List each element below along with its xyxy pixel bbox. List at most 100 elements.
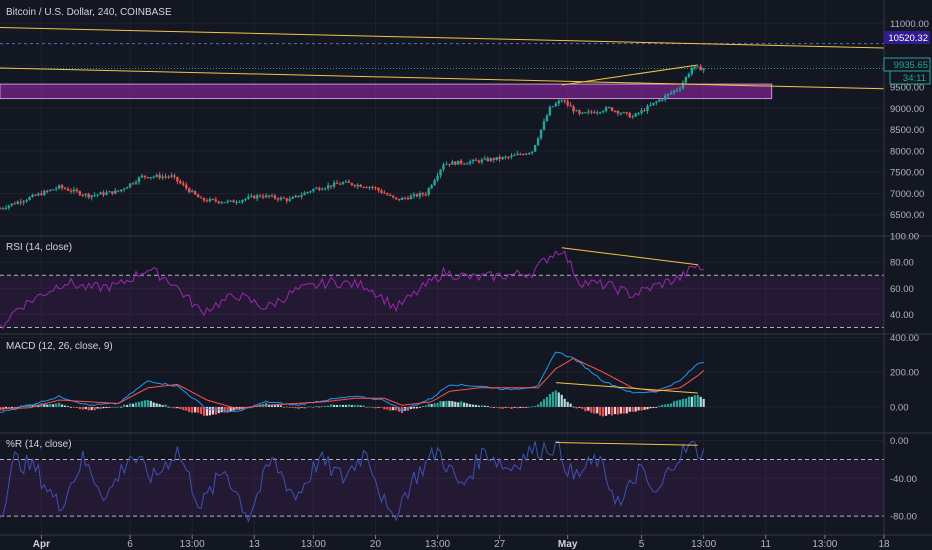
candle-body [0, 208, 2, 210]
macd-histogram-bar [699, 396, 702, 407]
x-tick-label: 13 [249, 539, 261, 550]
candle-body [188, 188, 191, 193]
macd-histogram-bar [655, 406, 658, 408]
macd-histogram-bar [318, 406, 321, 408]
candle-body [190, 190, 194, 193]
macd-trendline [555, 382, 698, 394]
macd-histogram-bar [291, 406, 294, 408]
candle-body [282, 197, 286, 199]
candle-body [551, 106, 555, 108]
candle-body [368, 186, 371, 188]
candle-body [300, 195, 303, 197]
candle-body [211, 198, 215, 200]
candle-body [519, 153, 522, 155]
candle-body [167, 176, 170, 178]
macd-histogram-bar [507, 406, 510, 408]
macd-histogram-bar [501, 406, 504, 409]
candle-body [471, 159, 475, 162]
macd-histogram-bar [81, 406, 84, 410]
macd-histogram-bar [276, 405, 280, 407]
macd-histogram-bar [536, 404, 540, 407]
candle-body [31, 194, 34, 198]
candle-body [329, 185, 333, 187]
macd-histogram-bar [131, 403, 135, 407]
candle-body [149, 177, 152, 179]
candle-body [596, 112, 599, 114]
macd-histogram-bar [356, 404, 359, 407]
macd-histogram-bar [194, 406, 197, 413]
candle-body [584, 112, 587, 114]
macd-histogram-bar [111, 406, 114, 408]
candle-body [131, 183, 135, 185]
candle-body [501, 157, 504, 160]
last-price-label: 9935.65 [894, 60, 928, 71]
candle-body [631, 116, 634, 118]
candle-body [646, 105, 649, 111]
candle-body [658, 99, 661, 102]
willr-y-tick-label: -80.00 [890, 512, 917, 523]
macd-histogram-bar [634, 406, 637, 412]
macd-panel[interactable] [0, 351, 705, 417]
macd-histogram-bar [167, 406, 170, 408]
candle-body [640, 110, 643, 114]
candle-body [158, 174, 161, 178]
macd-histogram-bar [557, 392, 560, 407]
candle-body [173, 175, 176, 177]
candle-body [525, 153, 528, 155]
candle-body [415, 194, 419, 197]
candle-body [448, 163, 451, 165]
candle-body [60, 185, 64, 188]
rsi-band-fill [0, 275, 884, 328]
rsi-trendline [561, 247, 698, 266]
candle-body [616, 110, 620, 114]
candle-body [578, 110, 581, 114]
x-tick-label: 20 [370, 539, 382, 550]
candle-body [1, 208, 5, 210]
willr-y-tick-label: -40.00 [890, 474, 917, 485]
macd-histogram-bar [46, 404, 49, 407]
price-panel[interactable] [0, 27, 885, 211]
macd-histogram-bar [539, 401, 543, 407]
macd-histogram-bar [69, 406, 73, 408]
macd-histogram-bar [421, 405, 424, 407]
macd-histogram-bar [52, 404, 55, 407]
candle-body [294, 195, 297, 198]
macd-histogram-bar [78, 406, 81, 410]
macd-histogram-bar [327, 405, 330, 407]
candle-body [371, 186, 374, 188]
macd-histogram-bar [474, 404, 478, 407]
macd-histogram-bar [652, 406, 655, 408]
macd-histogram-bar [309, 406, 312, 408]
candle-body [4, 207, 8, 209]
williams-r-panel[interactable] [0, 440, 884, 523]
candle-body [619, 113, 623, 115]
bar-countdown-label: 34:11 [903, 73, 926, 84]
rsi-panel[interactable] [0, 247, 884, 330]
candle-body [548, 106, 552, 116]
macd-histogram-bar [93, 406, 96, 411]
macd-histogram-bar [34, 404, 37, 407]
candle-body [678, 88, 682, 90]
macd-y-tick-label: 400.00 [890, 333, 919, 344]
willr-line [0, 440, 705, 523]
macd-histogram-bar [273, 404, 277, 407]
macd-histogram-bar [457, 402, 460, 407]
candle-body [359, 184, 362, 187]
candle-body [315, 187, 318, 189]
macd-signal-line [0, 357, 705, 410]
macd-histogram-bar [418, 406, 421, 408]
candle-body [143, 175, 147, 177]
candle-body [264, 195, 268, 198]
candle-body [403, 197, 407, 199]
macd-histogram-bar [114, 406, 117, 408]
candle-body [418, 193, 422, 197]
candle-body [392, 195, 395, 198]
candle-body [465, 163, 469, 165]
macd-histogram-bar [575, 406, 578, 409]
macd-histogram-bar [380, 406, 383, 408]
candle-body [10, 203, 14, 206]
candle-body [468, 161, 472, 164]
candle-body [412, 194, 416, 196]
candle-body [140, 175, 144, 178]
